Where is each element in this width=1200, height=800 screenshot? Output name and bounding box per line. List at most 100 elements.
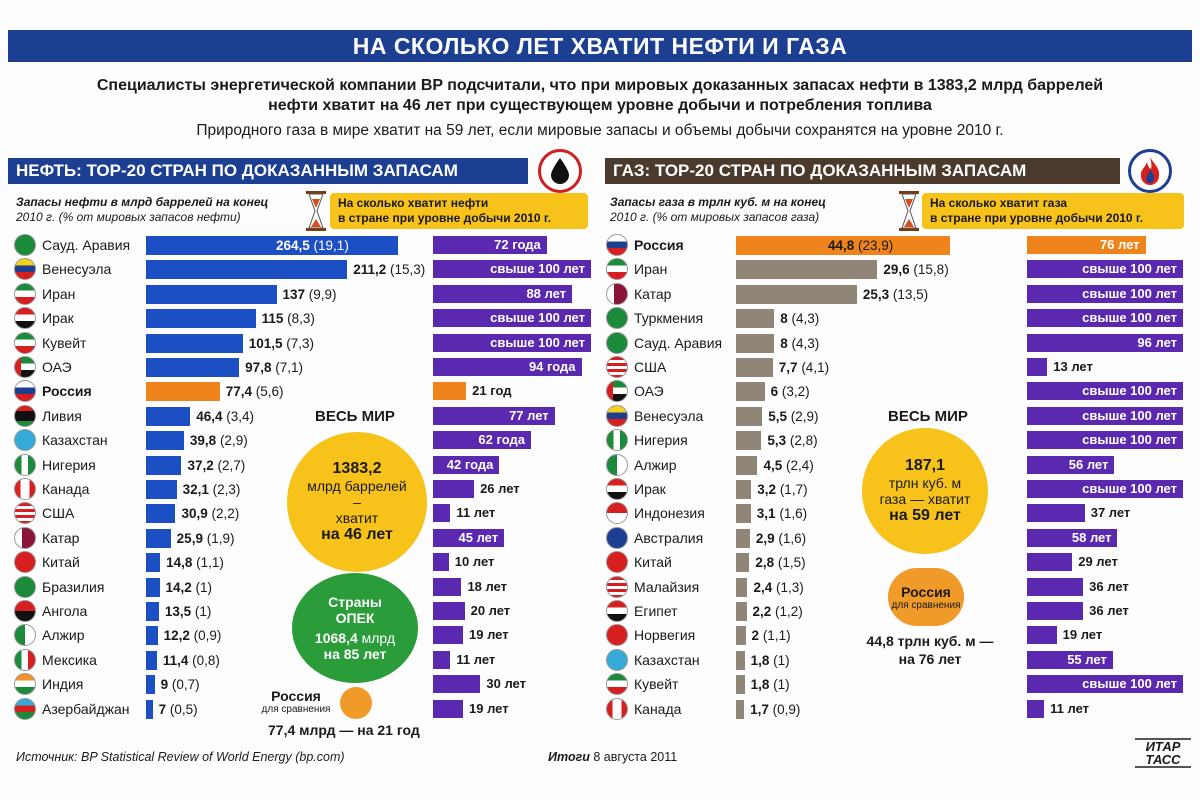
country-label: Казахстан: [634, 651, 700, 668]
oil-duration-header-line-1: На сколько хватит нефти: [338, 196, 489, 210]
flag-icon: [606, 307, 628, 330]
country-label: Мексика: [42, 651, 97, 668]
flag-icon: [606, 673, 628, 696]
oil-world-years: на 46 лет: [321, 526, 393, 543]
country-label: Венесуэла: [634, 407, 704, 424]
flag-icon: [14, 551, 36, 574]
reserve-bar: [146, 455, 182, 475]
duration-bar: [1027, 480, 1183, 498]
duration-value-label: 21 год: [472, 383, 512, 399]
duration-bar: [433, 699, 464, 718]
reserve-bar: [146, 358, 240, 377]
country-label: ОАЭ: [634, 383, 664, 400]
duration-bar: [1027, 577, 1084, 596]
duration-value-label: свыше 100 лет: [490, 261, 585, 277]
duration-bar: [433, 504, 451, 523]
duration-value-label: 56 лет: [1068, 456, 1109, 472]
duration-bar: [433, 309, 591, 328]
duration-value-label: 29 лет: [1078, 554, 1118, 570]
gas-russia-compare: для сравнения: [891, 599, 961, 611]
country-label: Туркмения: [634, 310, 704, 327]
country-row: Катар: [606, 282, 671, 305]
hourglass-icon: [306, 191, 326, 231]
gas-russia-text-2: на 76 лет: [898, 651, 962, 667]
country-label: Китай: [42, 554, 80, 571]
country-label: Австралия: [634, 529, 704, 546]
reserve-value-label: 2,9 (1,6): [755, 530, 807, 546]
oil-world-label: ВЕСЬ МИР: [315, 408, 395, 425]
oil-reserves-label: Запасы нефти в млрд баррелей на конец 20…: [16, 195, 286, 225]
country-label: Китай: [634, 554, 672, 571]
gas-world-unit: трлн куб. м: [888, 475, 962, 491]
duration-value-label: свыше 100 лет: [1082, 261, 1177, 277]
opec-unit: млрд: [357, 630, 396, 646]
oil-duration-header-line-2: в стране при уровне добычи 2010 г.: [338, 211, 552, 225]
reserve-value-label: 211,2 (15,3): [353, 262, 426, 278]
reserve-value-label: 37,2 (2,7): [187, 457, 246, 473]
country-row: Казахстан: [14, 429, 108, 452]
opec-value: 1068,4: [314, 630, 358, 646]
reserve-bar: [146, 675, 155, 695]
country-label: Нигерия: [42, 456, 96, 473]
duration-bar: [1027, 431, 1183, 450]
reserve-bar: [736, 528, 750, 548]
country-row: США: [606, 356, 666, 378]
gas-section-header: ГАЗ: ТОР-20 СТРАН ПО ДОКАЗАННЫМ ЗАПАСАМ: [605, 158, 1120, 184]
country-label: Индия: [42, 676, 84, 693]
reserve-bar: [736, 699, 745, 719]
duration-bar: [1027, 650, 1113, 669]
publication-date: 8 августа 2011: [593, 750, 678, 764]
reserve-value-label: 115 (8,3): [261, 311, 315, 327]
gas-world-circle: 187,1 трлн куб. м газа — хватит на 59 ле…: [862, 428, 988, 554]
reserve-value-label: 32,1 (2,3): [182, 482, 241, 497]
country-label: Ливия: [42, 407, 82, 424]
itar-tass-logo: ИТАР ТАСС: [1135, 738, 1191, 768]
opec-line-1: Страны: [328, 594, 382, 610]
duration-value-label: 19 лет: [469, 700, 509, 716]
flag-icon: [606, 551, 628, 574]
duration-bar: [1027, 260, 1183, 279]
duration-bar: [433, 260, 591, 279]
flag-icon: [606, 453, 628, 476]
country-row: Индия: [14, 673, 84, 696]
reserve-value-label: 25,9 (1,9): [176, 530, 235, 546]
flag-icon: [14, 575, 36, 598]
duration-bar: [433, 480, 475, 498]
reserve-value-label: 1,8 (1): [750, 677, 790, 693]
duration-bar: [433, 626, 464, 645]
reserve-bar: [736, 553, 750, 573]
gas-reserves-label-rest: 2010 г. (% от мировых запасов газа): [610, 210, 820, 224]
duration-value-label: 88 лет: [526, 285, 567, 301]
duration-value-label: свыше 100 лет: [1082, 432, 1177, 448]
country-row: Ирак: [606, 478, 666, 500]
gas-russia-circle: Россия для сравнения: [888, 568, 964, 626]
reserve-value-label: 9 (0,7): [160, 677, 200, 693]
country-row: Казахстан: [606, 648, 700, 671]
reserve-value-label: 2,2 (1,2): [752, 604, 803, 619]
agency-line-1: ИТАР: [1145, 739, 1181, 754]
duration-value-label: 42 года: [446, 456, 494, 472]
reserve-bar: [146, 406, 191, 426]
reserve-value-label: 8 (4,3): [780, 311, 820, 327]
reserve-value-label: 101,5 (7,3): [248, 335, 315, 351]
flag-icon: [14, 600, 36, 622]
reserve-value-label: 8 (4,3): [780, 335, 820, 351]
flag-icon: [606, 331, 628, 354]
duration-bar: [433, 650, 451, 669]
duration-bar: [433, 528, 505, 547]
oil-section-header: НЕФТЬ: ТОР-20 СТРАН ПО ДОКАЗАННЫМ ЗАПАСА…: [8, 158, 528, 184]
flag-icon: [14, 307, 36, 330]
reserve-value-label: 14,2 (1): [165, 579, 213, 595]
duration-value-label: свыше 100 лет: [1082, 676, 1177, 692]
country-label: Канада: [634, 700, 682, 717]
reserve-bar: [146, 236, 398, 255]
country-label: Египет: [634, 603, 678, 619]
reserve-value-label: 6 (3,2): [770, 384, 810, 400]
country-label: Азербайджан: [42, 700, 130, 717]
country-label: Казахстан: [42, 432, 108, 449]
flag-icon: [14, 356, 36, 378]
reserve-value-label: 1,8 (1): [750, 652, 790, 668]
country-label: Ангола: [42, 603, 88, 619]
publication-name: Итоги: [548, 750, 590, 764]
